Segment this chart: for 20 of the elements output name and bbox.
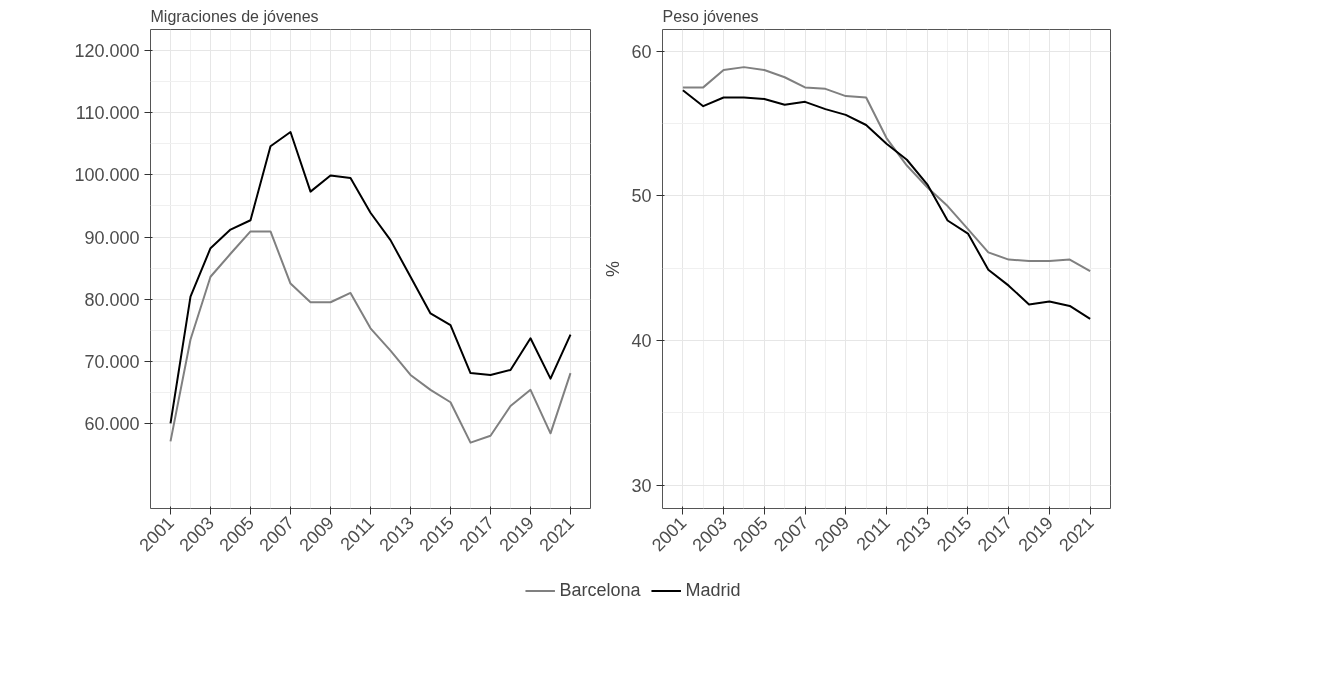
y-tick-label: 120.000 — [74, 41, 140, 62]
line-series — [681, 89, 1092, 320]
line-series — [169, 131, 572, 425]
line-series — [681, 66, 1092, 273]
line-series — [169, 230, 572, 444]
chart-title: Peso jóvenes — [662, 7, 759, 25]
y-tick-label: 90.000 — [84, 227, 140, 248]
chart-title: Migraciones de jóvenes — [150, 7, 319, 25]
y-axis-title: % — [603, 260, 624, 277]
y-tick-label: 60.000 — [84, 413, 140, 434]
y-tick-label: 60 — [631, 41, 652, 62]
legend-label: Barcelona — [559, 579, 641, 601]
y-tick-label: 80.000 — [84, 289, 140, 310]
y-tick-label: 100.000 — [74, 165, 140, 186]
y-tick-label: 110.000 — [75, 103, 140, 124]
y-tick-label: 50 — [631, 186, 652, 207]
legend-label: Madrid — [685, 579, 741, 601]
y-tick-label: 30 — [631, 475, 652, 496]
y-tick-label: 70.000 — [84, 351, 140, 372]
y-tick-label: 40 — [631, 331, 652, 352]
